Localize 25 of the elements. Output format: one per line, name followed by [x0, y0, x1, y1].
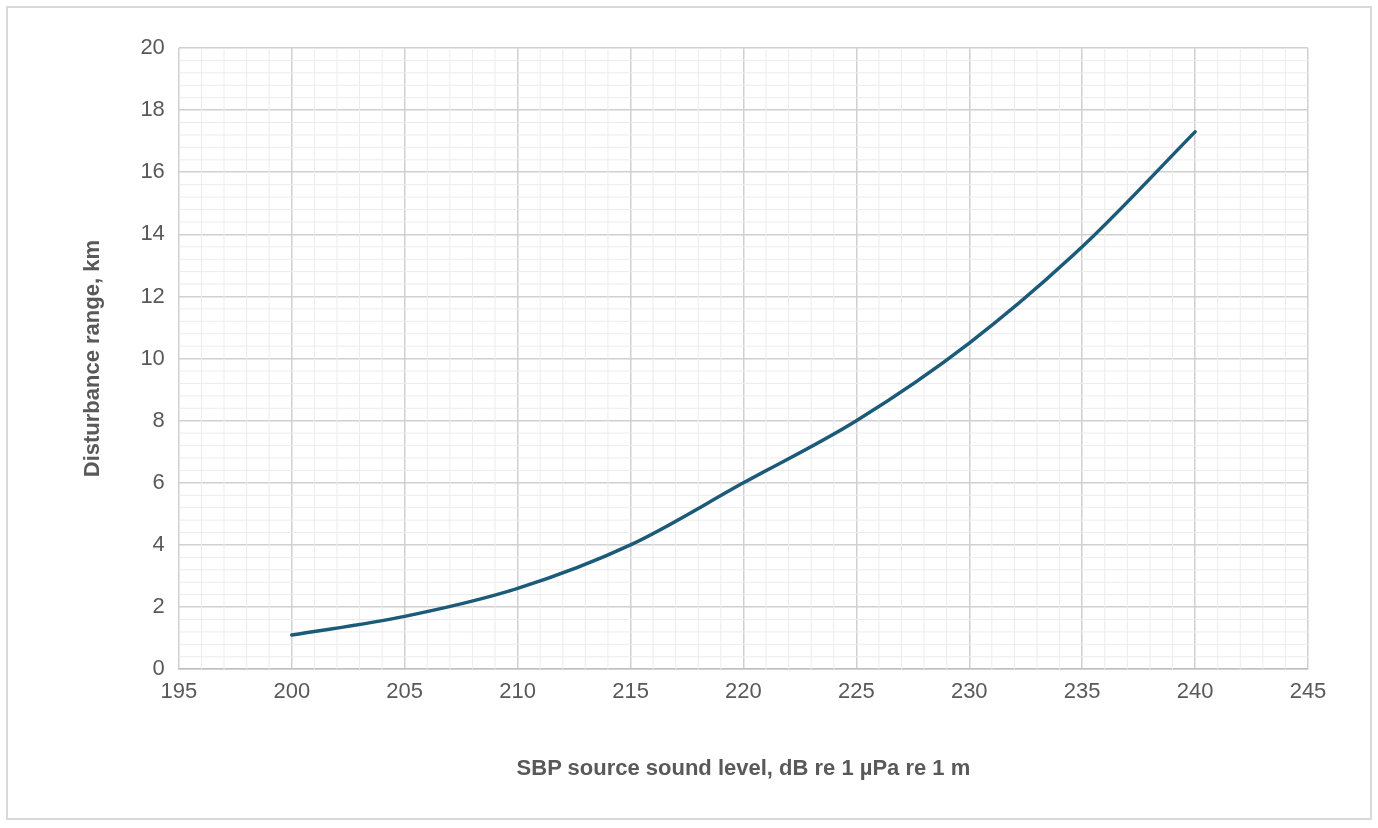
x-tick-label: 200: [273, 678, 311, 704]
y-axis-title: Disturbance range, km: [79, 240, 105, 478]
y-tick-label: 0: [152, 655, 165, 681]
x-tick-label: 235: [1063, 678, 1101, 704]
x-tick-label: 195: [160, 678, 198, 704]
y-tick-label: 8: [152, 406, 165, 432]
line-series: [290, 130, 1197, 637]
y-tick-label: 16: [140, 158, 165, 184]
x-tick-label: 230: [950, 678, 988, 704]
y-tick-label: 14: [140, 220, 165, 246]
y-tick-label: 12: [140, 282, 165, 308]
x-tick-label: 225: [837, 678, 875, 704]
y-tick-label: 20: [140, 34, 165, 60]
x-tick-label: 240: [1176, 678, 1214, 704]
y-tick-label: 18: [140, 96, 165, 122]
y-tick-label: 6: [152, 468, 165, 494]
y-tick-label: 10: [140, 344, 165, 370]
y-tick-label: 2: [152, 593, 165, 619]
x-tick-label: 215: [612, 678, 649, 704]
x-tick-label: 205: [386, 678, 424, 704]
x-tick-label: 210: [499, 678, 536, 704]
x-tick-label: 245: [1289, 678, 1327, 704]
x-axis-title: SBP source sound level, dB re 1 µPa re 1 m: [516, 754, 971, 780]
x-tick-label: 220: [725, 678, 762, 704]
y-tick-label: 4: [152, 531, 165, 557]
